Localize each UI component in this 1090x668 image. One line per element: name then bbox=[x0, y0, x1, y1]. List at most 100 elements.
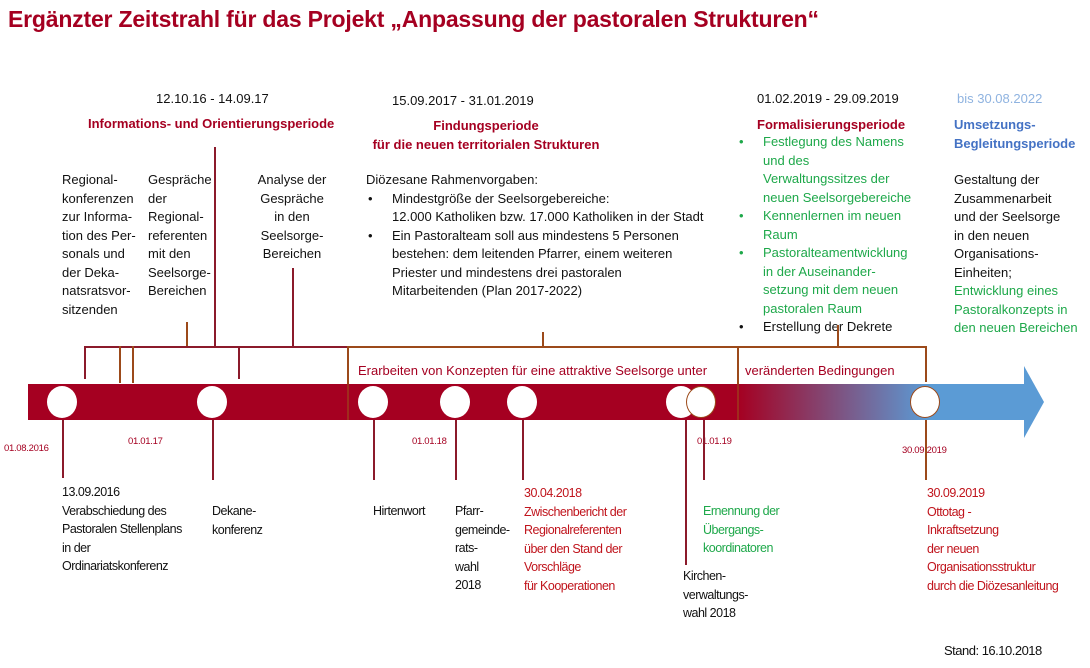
text-line: durch die Diözesanleitung bbox=[927, 578, 1059, 593]
event-text: Ottotag - Inkraftsetzung der neuen Organisa… bbox=[927, 503, 1059, 596]
text-line: gemeinde- bbox=[455, 522, 510, 537]
bracket-tick bbox=[238, 346, 240, 379]
stem-line bbox=[455, 420, 457, 480]
text-line: Regional- bbox=[148, 209, 204, 224]
event-dekanekonferenz: Dekane-konferenz bbox=[212, 502, 263, 539]
text-line: Übergangs- bbox=[703, 522, 764, 537]
stem-line bbox=[62, 420, 64, 478]
event-30-09-2019: 30.09.2019 Ottotag - Inkraftsetzung der ne… bbox=[927, 484, 1059, 596]
axis-date: 01.01.18 bbox=[412, 436, 447, 447]
text-line: Hirtenwort bbox=[373, 504, 425, 518]
text-line: der Deka- bbox=[62, 264, 120, 280]
text-line: und der Seelsorge bbox=[954, 209, 1061, 224]
bracket-tick bbox=[737, 346, 739, 420]
stem-line bbox=[703, 420, 705, 480]
text-line: Seelsorge- bbox=[148, 264, 211, 280]
text-line: tion des Per- bbox=[62, 227, 136, 243]
text-line: über den Stand der bbox=[524, 541, 623, 556]
event-hirtenwort: Hirtenwort bbox=[373, 502, 425, 521]
event-pfarrgemeinderatswahl: Pfarr-gemeinde-rats-wahl 2018 bbox=[455, 502, 510, 595]
text-line: Ordinariatskonferenz bbox=[62, 559, 169, 573]
rahmen-item: Mindestgröße der Seelsorgebereiche: 12.00… bbox=[366, 190, 704, 227]
bar-divider bbox=[347, 384, 349, 420]
umsetzung-green: Entwicklung eines Pastoralkonzepts in den … bbox=[954, 282, 1078, 338]
milestone-marker bbox=[910, 386, 940, 418]
period-2-name: Findungsperiode für die neuen territoria… bbox=[366, 117, 606, 154]
text-line: in der Auseinander- bbox=[763, 263, 876, 279]
text-line: sonals und bbox=[62, 246, 125, 261]
text-line: mit den bbox=[148, 246, 191, 261]
period-3-dates: 01.02.2019 - 29.09.2019 bbox=[757, 91, 899, 106]
axis-date: 01.01.19 bbox=[697, 436, 732, 447]
text-line: Einheiten; bbox=[954, 264, 1012, 280]
text-line: Kennenlernen im neuen bbox=[763, 208, 902, 223]
umsetzung-text: Gestaltung der Zusammenarbeit und der Seel… bbox=[954, 171, 1078, 338]
event-text: Zwischenbericht der Regionalreferenten übe… bbox=[524, 503, 627, 596]
stem-line bbox=[685, 420, 687, 565]
text-line: konferenz bbox=[212, 522, 263, 537]
event-date: 30.09.2019 bbox=[927, 486, 985, 500]
axis-date: 30.09.2019 bbox=[902, 445, 947, 456]
text-line: den neuen Bereichen bbox=[954, 320, 1078, 335]
bar-divider bbox=[737, 384, 739, 420]
text-line: Ein Pastoralteam soll aus mindestens 5 P… bbox=[392, 227, 679, 243]
text-line: Organisationsstruktur bbox=[927, 560, 1036, 574]
text-line: sitzenden bbox=[62, 301, 118, 317]
text-line: 12.000 Katholiken bzw. 17.000 Katholiken… bbox=[392, 209, 704, 224]
text-line: der bbox=[148, 190, 167, 206]
connector-line bbox=[542, 332, 544, 348]
text-line: pastoralen Raum bbox=[763, 300, 862, 316]
text-line: koordinatoren bbox=[703, 541, 773, 555]
rahmenvorgaben: Diözesane Rahmenvorgaben: Mindestgröße d… bbox=[366, 171, 704, 301]
text-line: Bereichen bbox=[262, 246, 322, 261]
stem-line bbox=[925, 420, 927, 480]
umsetzung-black: Gestaltung der Zusammenarbeit und der Seel… bbox=[954, 171, 1078, 282]
text-line: wahl bbox=[455, 559, 479, 574]
stem-line bbox=[522, 420, 524, 480]
stand-date: Stand: 16.10.2018 bbox=[944, 643, 1042, 658]
text-line: Organisations- bbox=[954, 246, 1039, 261]
text-line: Mitarbeitenden (Plan 2017-2022) bbox=[392, 283, 583, 298]
stem-line bbox=[373, 420, 375, 480]
text-line: verwaltungs- bbox=[683, 587, 748, 602]
milestone-marker bbox=[686, 386, 716, 418]
formal-item-label: Erstellung der Dekrete bbox=[763, 319, 893, 334]
connector-line bbox=[214, 147, 216, 348]
event-kirchenverwaltungswahl: Kirchen-verwaltungs-wahl 2018 bbox=[683, 567, 748, 623]
bracket-tick bbox=[925, 346, 927, 382]
bracket-tick bbox=[132, 346, 134, 383]
text-line: Gestaltung der bbox=[954, 172, 1040, 187]
milestone-marker bbox=[197, 386, 227, 418]
milestone-marker bbox=[507, 386, 537, 418]
milestone-marker bbox=[440, 386, 470, 418]
text-line: Regionalreferenten bbox=[524, 523, 622, 537]
event-30-04-2018: 30.04.2018 Zwischenbericht der Regionalre… bbox=[524, 484, 627, 596]
text-line: in den neuen bbox=[954, 227, 1030, 243]
gespraeche-text: Gespräche der Regional-referenten mit den Se… bbox=[148, 171, 212, 301]
period-2-dates: 15.09.2017 - 31.01.2019 bbox=[392, 93, 534, 108]
text-line: Raum bbox=[763, 226, 798, 242]
text-line: Ottotag - bbox=[927, 504, 972, 519]
text-line: Analyse der bbox=[257, 172, 327, 187]
text-line: Entwicklung eines bbox=[954, 283, 1059, 298]
text-line: 2018 bbox=[455, 578, 481, 592]
rahmenvorgaben-heading: Diözesane Rahmenvorgaben: bbox=[366, 172, 538, 187]
text-line: Bereichen bbox=[148, 283, 207, 298]
event-ernennung: Ernennung der Übergangs-koordinatoren bbox=[703, 502, 780, 558]
period-4-name-line1: Umsetzungs- bbox=[954, 117, 1036, 132]
text-line: Gespräche bbox=[148, 172, 212, 187]
event-date: 30.04.2018 bbox=[524, 486, 582, 500]
text-line: Gespräche bbox=[260, 190, 324, 206]
period-4-dates: bis 30.08.2022 bbox=[957, 91, 1043, 106]
text-line: setzung mit dem neuen bbox=[763, 282, 899, 297]
text-line: für Kooperationen bbox=[524, 578, 615, 593]
period-4-name: Umsetzungs- Begleitungsperiode bbox=[954, 116, 1075, 153]
text-line: Vorschläge bbox=[524, 560, 581, 574]
bracket-line bbox=[85, 346, 348, 348]
event-date: 13.09.2016 bbox=[62, 485, 120, 499]
text-line: Zwischenbericht der bbox=[524, 504, 627, 519]
bracket-tick bbox=[119, 346, 121, 383]
text-line: Pastoralkonzepts in bbox=[954, 301, 1068, 317]
text-line: in den bbox=[274, 209, 310, 224]
